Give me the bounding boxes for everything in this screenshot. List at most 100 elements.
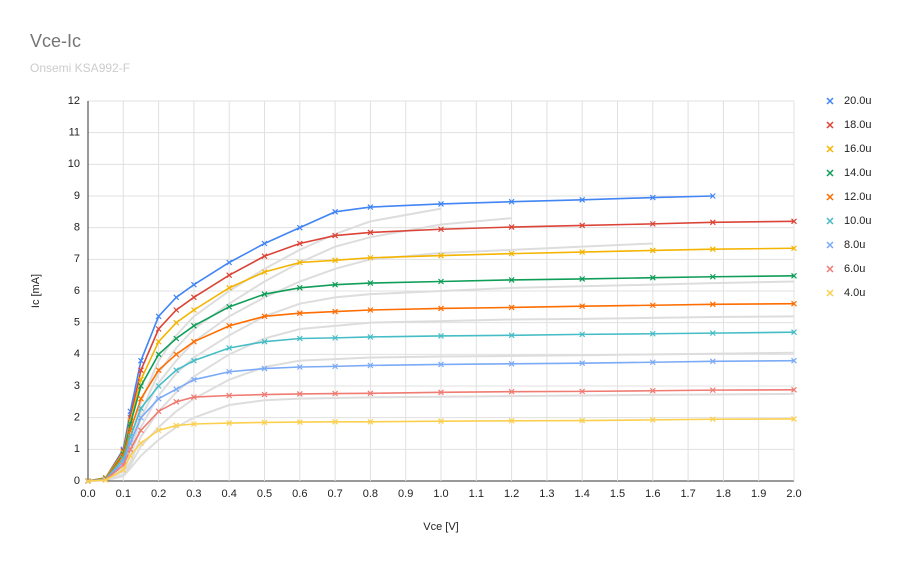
point-marker bbox=[261, 338, 268, 345]
point-marker bbox=[649, 416, 656, 423]
point-marker bbox=[138, 405, 144, 412]
legend-marker bbox=[826, 145, 834, 153]
point-marker bbox=[791, 272, 797, 279]
point-marker bbox=[127, 446, 134, 453]
point-marker bbox=[261, 269, 268, 275]
point-marker bbox=[261, 240, 268, 247]
point-marker bbox=[261, 313, 268, 320]
point-marker bbox=[438, 389, 444, 396]
point-marker bbox=[261, 253, 268, 260]
point-marker bbox=[438, 418, 444, 425]
y-tick-label: 11 bbox=[69, 127, 80, 139]
x-tick-label: 0.5 bbox=[257, 488, 272, 500]
point-marker bbox=[226, 420, 233, 426]
point-marker bbox=[508, 417, 515, 424]
point-marker bbox=[173, 386, 180, 393]
point-marker bbox=[155, 427, 162, 434]
point-marker bbox=[367, 333, 374, 340]
point-marker bbox=[791, 386, 797, 393]
point-marker bbox=[579, 360, 586, 367]
x-tick-label: 1.1 bbox=[469, 488, 484, 500]
point-marker bbox=[709, 193, 716, 199]
x-tick-label: 0.1 bbox=[116, 488, 131, 500]
x-tick-label: 0.4 bbox=[222, 488, 237, 500]
point-marker bbox=[709, 416, 716, 423]
point-marker bbox=[296, 259, 303, 266]
point-marker bbox=[709, 246, 716, 253]
legend-marker bbox=[826, 193, 834, 201]
point-marker bbox=[579, 222, 586, 229]
point-marker bbox=[173, 307, 180, 313]
point-marker bbox=[226, 272, 233, 279]
x-tick-label: 1.6 bbox=[645, 488, 660, 500]
reference-line bbox=[87, 351, 795, 482]
point-marker bbox=[438, 361, 444, 368]
point-marker bbox=[173, 422, 180, 429]
point-marker bbox=[579, 196, 586, 203]
point-marker bbox=[332, 281, 339, 288]
point-marker bbox=[438, 278, 444, 285]
point-marker bbox=[367, 204, 374, 211]
point-marker bbox=[296, 284, 303, 291]
point-marker bbox=[226, 259, 233, 266]
point-marker bbox=[138, 376, 144, 383]
point-marker bbox=[155, 367, 162, 374]
point-marker bbox=[296, 364, 303, 370]
x-tick-label: 0.8 bbox=[363, 488, 378, 500]
legend-label: 8.0u bbox=[844, 239, 865, 251]
y-tick-label: 6 bbox=[74, 285, 80, 297]
point-marker bbox=[261, 291, 268, 298]
point-marker bbox=[138, 367, 144, 374]
legend-marker bbox=[826, 169, 834, 177]
point-marker bbox=[332, 257, 339, 264]
point-marker bbox=[649, 359, 656, 366]
point-marker bbox=[649, 220, 656, 227]
point-marker bbox=[791, 357, 797, 364]
point-marker bbox=[649, 330, 656, 337]
point-marker bbox=[367, 362, 374, 369]
chart-title: Vce-Ic bbox=[30, 31, 81, 51]
point-marker bbox=[332, 232, 339, 239]
point-marker bbox=[296, 224, 303, 231]
point-marker bbox=[138, 440, 144, 446]
point-marker bbox=[508, 250, 515, 257]
point-marker bbox=[261, 391, 268, 398]
point-marker bbox=[438, 333, 444, 339]
point-marker bbox=[332, 308, 339, 315]
point-marker bbox=[296, 310, 303, 317]
x-tick-label: 1.4 bbox=[575, 488, 590, 500]
point-marker bbox=[508, 276, 515, 283]
point-marker bbox=[579, 276, 586, 282]
point-marker bbox=[709, 330, 716, 337]
point-marker bbox=[332, 390, 339, 397]
point-marker bbox=[438, 200, 444, 207]
point-marker bbox=[155, 326, 162, 332]
point-marker bbox=[173, 294, 180, 301]
point-marker bbox=[190, 376, 197, 383]
point-marker bbox=[367, 229, 374, 236]
x-tick-label: 1.9 bbox=[751, 488, 766, 500]
point-marker bbox=[102, 477, 109, 483]
point-marker bbox=[173, 398, 180, 405]
point-marker bbox=[508, 360, 515, 367]
point-marker bbox=[791, 245, 797, 252]
point-marker bbox=[296, 335, 303, 342]
point-marker bbox=[367, 307, 374, 313]
point-marker bbox=[127, 440, 134, 446]
point-marker bbox=[332, 418, 339, 425]
y-tick-label: 2 bbox=[74, 412, 80, 424]
point-marker bbox=[261, 419, 268, 426]
y-tick-label: 10 bbox=[68, 158, 80, 170]
point-marker bbox=[332, 363, 339, 370]
legend-marker bbox=[826, 97, 834, 105]
legend-label: 20.0u bbox=[844, 95, 872, 107]
point-marker bbox=[649, 194, 656, 201]
point-marker bbox=[709, 387, 716, 394]
point-marker bbox=[709, 301, 716, 308]
legend-label: 18.0u bbox=[844, 119, 872, 131]
point-marker bbox=[155, 313, 162, 320]
point-marker bbox=[226, 303, 233, 310]
series-line bbox=[87, 195, 713, 482]
legend-marker bbox=[826, 217, 834, 225]
point-marker bbox=[138, 395, 144, 402]
